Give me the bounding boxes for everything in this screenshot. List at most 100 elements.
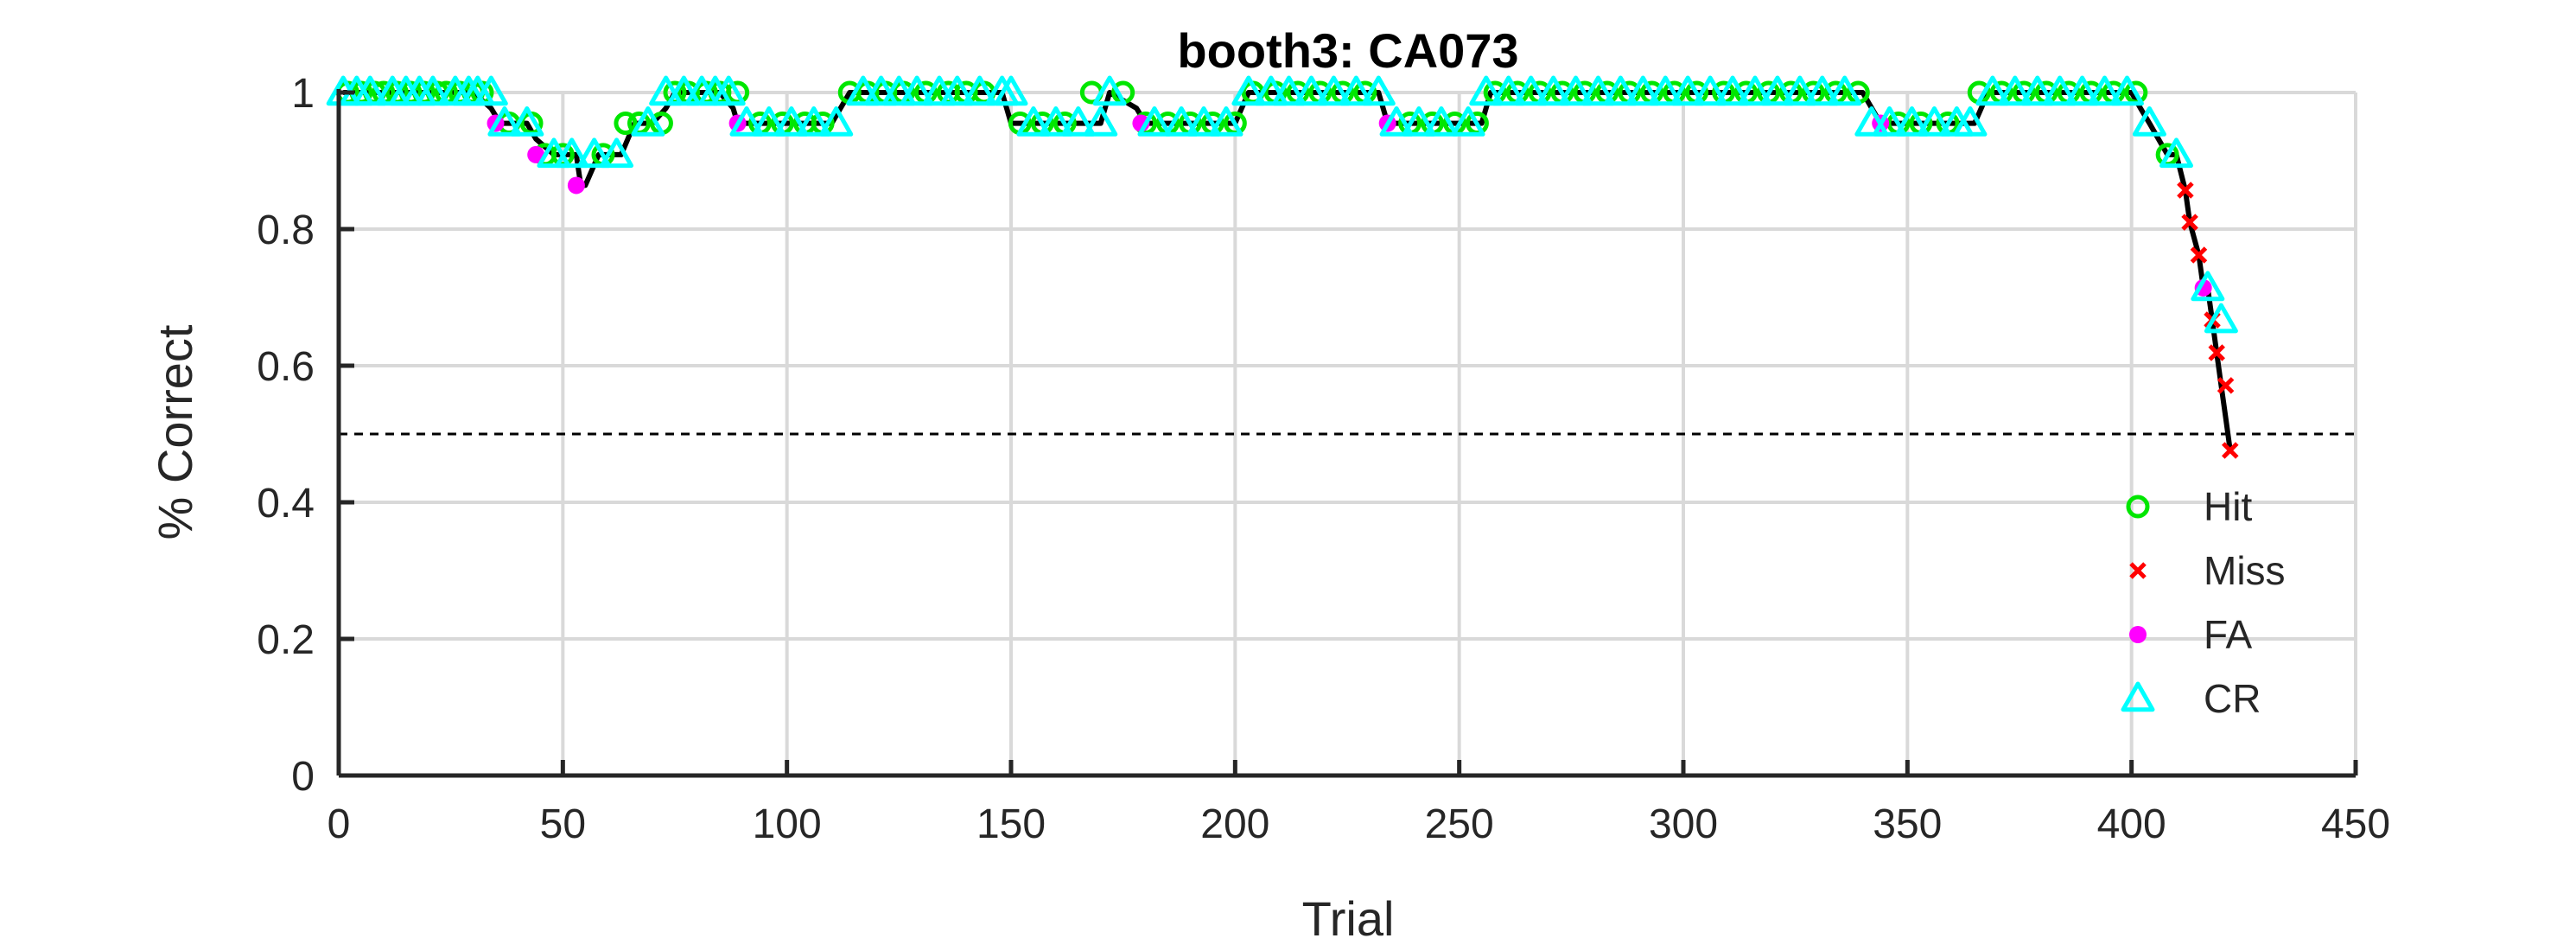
cr-marker: [353, 75, 387, 106]
y-tick-label: 0.4: [257, 481, 315, 527]
x-tick-label: 150: [976, 801, 1046, 847]
performance-line: [343, 90, 2233, 451]
performance-line-layer: [343, 90, 2233, 451]
cr-marker: [1272, 75, 1307, 106]
cr-marker: [1084, 106, 1118, 137]
y-tick-label: 0: [291, 754, 315, 800]
cr-marker: [940, 75, 975, 106]
cr-marker: [1581, 75, 1615, 106]
x-tick-label: 400: [2097, 801, 2166, 847]
cr-marker: [649, 75, 684, 106]
cr-marker: [2065, 75, 2100, 106]
cr-marker: [474, 75, 508, 106]
cr-marker: [1783, 75, 1817, 106]
axes-layer: [336, 89, 2358, 778]
legend-label-miss: Miss: [2204, 548, 2286, 593]
x-tick-label: 300: [1649, 801, 1718, 847]
cr-marker: [2159, 137, 2194, 169]
cr-marker: [1895, 106, 1930, 137]
cr-marker: [2204, 303, 2238, 334]
x-tick-label: 50: [540, 801, 586, 847]
marker-layer: [326, 75, 2239, 459]
cr-marker: [963, 75, 997, 106]
cr-marker: [416, 75, 450, 106]
y-tick-label: 0.8: [257, 207, 315, 253]
x-tick-label: 0: [328, 801, 351, 847]
chart-title: booth3: CA073: [1177, 23, 1518, 78]
x-tick-label: 450: [2321, 801, 2390, 847]
cr-marker: [1648, 75, 1682, 106]
cr-marker: [819, 106, 854, 137]
tick-label-layer: 0 50 100 150 200 250 300 350 400 450 0 0.2 0.4 0.6 0.8…: [257, 71, 2390, 847]
legend: Hit Miss FA CR: [2121, 484, 2286, 721]
x-axis-label: Trial: [1302, 891, 1395, 946]
cr-marker: [1209, 106, 1243, 137]
cr-marker: [2109, 75, 2144, 106]
cr-marker: [1137, 106, 1172, 137]
cr-marker: [1492, 75, 1526, 106]
cr-marker: [729, 106, 764, 137]
cr-marker: [752, 106, 786, 137]
cr-marker: [1670, 75, 1705, 106]
cr-marker: [1625, 75, 1660, 106]
fa-marker: [567, 176, 585, 195]
cr-marker: [1917, 106, 1951, 137]
cr-marker: [1715, 75, 1750, 106]
cr-marker: [666, 75, 701, 106]
cr-marker: [1402, 106, 1436, 137]
cr-marker: [1998, 75, 2032, 106]
cr-marker: [1061, 106, 1096, 137]
x-tick-label: 100: [753, 801, 822, 847]
cr-marker: [1975, 75, 2010, 106]
fa-marker: [527, 145, 545, 163]
y-tick-label: 0.2: [257, 617, 315, 663]
miss-marker: [2208, 344, 2225, 361]
cr-marker: [631, 106, 665, 137]
cr-marker: [1514, 75, 1549, 106]
cr-marker: [1760, 75, 1795, 106]
legend-symbol-cr: [2121, 681, 2155, 712]
cr-marker: [1164, 106, 1199, 137]
cr-marker: [1294, 75, 1329, 106]
x-tick-label: 350: [1873, 801, 1942, 847]
cr-marker: [600, 137, 634, 169]
miss-marker: [2217, 377, 2235, 394]
cr-marker: [555, 137, 589, 169]
cr-marker: [797, 106, 831, 137]
y-axis-label: % Correct: [148, 324, 202, 539]
cr-marker: [1339, 75, 1373, 106]
cr-marker: [1231, 75, 1266, 106]
cr-marker: [846, 75, 881, 106]
cr-marker: [1424, 106, 1459, 137]
miss-marker: [2222, 442, 2239, 459]
miss-marker: [2190, 246, 2208, 264]
cr-marker: [864, 75, 899, 106]
cr-marker: [1559, 75, 1593, 106]
legend-label-fa: FA: [2204, 612, 2253, 657]
cr-marker: [2132, 106, 2166, 137]
miss-marker: [2177, 182, 2194, 199]
legend-symbol-miss: [2129, 562, 2147, 579]
cr-marker: [2088, 75, 2122, 106]
cr-marker: [1805, 75, 1840, 106]
miss-marker: [2181, 214, 2198, 231]
cr-marker: [2191, 271, 2225, 302]
cr-marker: [1536, 75, 1571, 106]
cr-marker: [1016, 106, 1051, 137]
cr-marker: [2020, 75, 2055, 106]
cr-marker: [487, 106, 522, 137]
cr-marker: [994, 75, 1028, 106]
cr-marker: [1693, 75, 1727, 106]
hit-marker: [614, 112, 638, 136]
x-tick-label: 200: [1200, 801, 1269, 847]
cr-marker: [2043, 75, 2077, 106]
cr-marker: [1316, 75, 1351, 106]
legend-symbol-hit: [2126, 495, 2150, 519]
cr-marker: [1854, 106, 1889, 137]
cr-marker: [774, 106, 809, 137]
legend-label-cr: CR: [2204, 676, 2261, 721]
cr-marker: [1828, 75, 1862, 106]
cr-marker: [1361, 75, 1396, 106]
legend-label-hit: Hit: [2204, 484, 2252, 529]
